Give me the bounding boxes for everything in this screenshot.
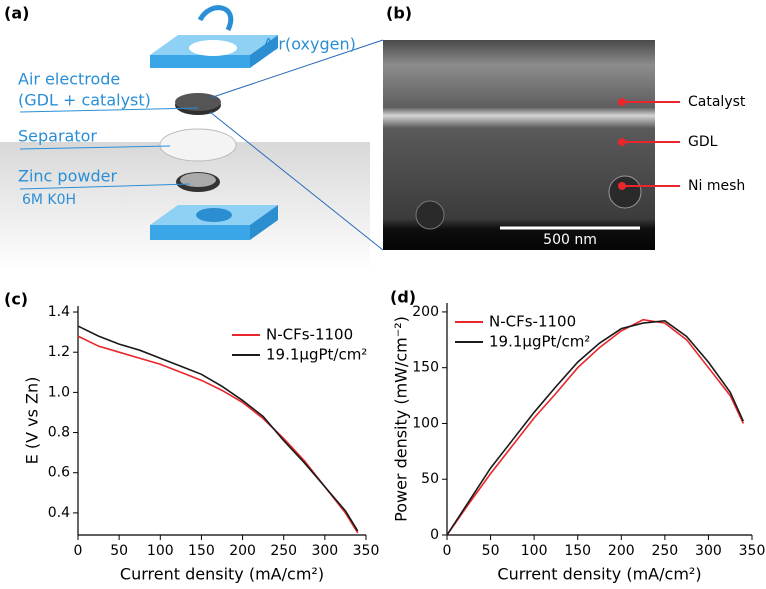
panel-label: (c) [4,290,28,309]
electrode-label: Air electrode [18,70,120,89]
series-line [447,321,743,535]
x-tick-label: 150 [188,543,215,559]
panel-label: (a) [4,4,29,23]
y-tick-label: 100 [412,415,439,431]
sem-image [383,40,680,250]
x-tick-label: 350 [739,543,766,559]
x-tick-label: 300 [695,543,722,559]
figure: (a) Air(oxygen) Air electrode (GDL + cat… [0,0,766,589]
x-tick-label: 200 [608,543,635,559]
y-axis-label: Power density (mW/cm⁻²) [392,316,411,522]
legend-label: N-CFs-1100 [266,326,353,344]
x-tick-label: 50 [110,543,128,559]
legend-label: 19.1μgPt/cm² [489,333,590,351]
y-tick-label: 0.6 [48,465,70,481]
x-tick-label: 100 [147,543,174,559]
electrolyte-label: 6M K0H [22,192,76,208]
zinc-label: Zinc powder [18,167,117,186]
catalyst-label: Catalyst [688,94,746,110]
y-tick-label: 1.4 [48,304,70,320]
electrode-note: (GDL + catalyst) [18,91,151,110]
y-tick-label: 1.2 [48,344,70,360]
x-tick-label: 50 [482,543,500,559]
gdl-label: GDL [688,134,718,150]
series-line [78,336,358,533]
y-axis-label: E (V vs Zn) [23,377,42,465]
x-tick-label: 250 [270,543,297,559]
x-tick-label: 350 [353,543,380,559]
x-tick-label: 200 [229,543,256,559]
scale-label: 500 nm [543,232,597,248]
x-tick-label: 0 [443,543,452,559]
x-tick-label: 250 [651,543,678,559]
y-tick-label: 200 [412,304,439,320]
separator-label: Separator [18,127,97,146]
y-tick-label: 0.4 [48,505,70,521]
y-tick-label: 1.0 [48,384,70,400]
x-tick-label: 100 [521,543,548,559]
legend-label: N-CFs-1100 [489,313,576,331]
y-tick-label: 50 [421,471,439,487]
air-label: Air(oxygen) [263,35,356,54]
y-tick-label: 0.8 [48,425,70,441]
y-tick-label: 0 [430,527,439,543]
legend-label: 19.1μgPt/cm² [266,346,367,364]
x-tick-label: 0 [74,543,83,559]
x-tick-label: 300 [311,543,338,559]
y-tick-label: 150 [412,360,439,376]
mesh-label: Ni mesh [688,178,745,194]
x-tick-label: 150 [564,543,591,559]
x-axis-label: Current density (mA/cm²) [497,565,701,584]
panel-label: (b) [386,4,412,23]
x-axis-label: Current density (mA/cm²) [120,565,324,584]
